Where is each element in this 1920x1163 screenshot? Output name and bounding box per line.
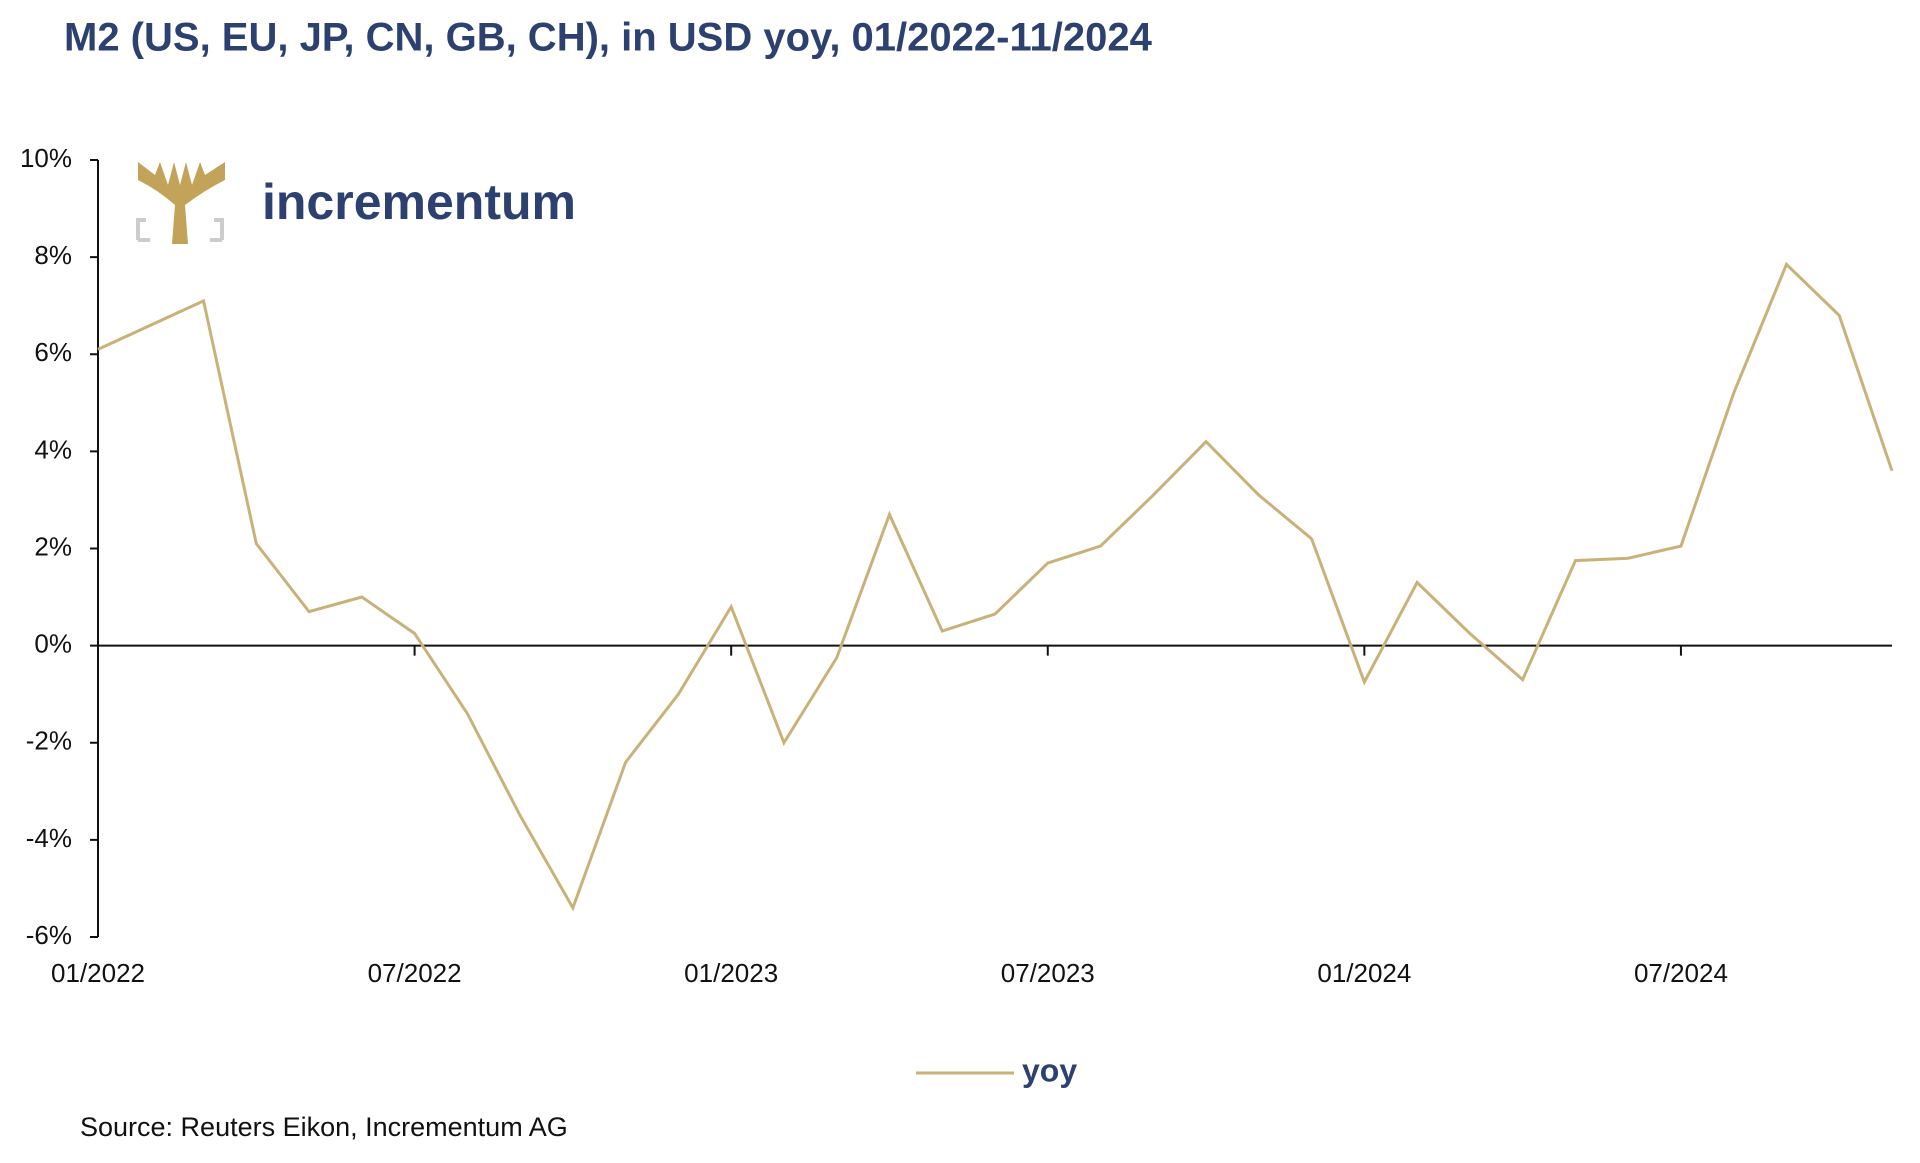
x-tick-label: 07/2023 <box>1001 958 1095 988</box>
logo-icon <box>136 162 225 244</box>
x-tick-label: 01/2023 <box>684 958 778 988</box>
x-tick-label: 01/2022 <box>51 958 145 988</box>
source: Source: Reuters Eikon, Incrementum AG <box>80 1112 568 1142</box>
x-tick-label: 07/2022 <box>368 958 462 988</box>
y-tick-label: 0% <box>34 629 72 659</box>
y-tick-label: -6% <box>26 920 72 950</box>
y-tick-label: 8% <box>34 240 72 270</box>
y-tick-label: 2% <box>34 531 72 561</box>
y-tick-label: 6% <box>34 337 72 367</box>
logo-text: incrementum <box>262 174 576 230</box>
y-tick-label: 10% <box>20 143 72 173</box>
x-tick-label: 01/2024 <box>1317 958 1411 988</box>
chart-title: M2 (US, EU, JP, CN, GB, CH), in USD yoy,… <box>64 16 1153 60</box>
line-series <box>97 261 1894 912</box>
y-tick-label: -4% <box>26 823 72 853</box>
x-tick-label: 07/2024 <box>1634 958 1728 988</box>
y-tick-label: 4% <box>34 434 72 464</box>
y-tick-label: -2% <box>26 726 72 756</box>
legend-label: yoy <box>1022 1052 1077 1088</box>
